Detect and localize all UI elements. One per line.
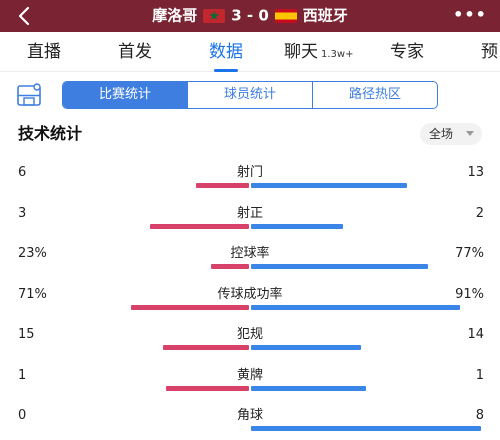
home-team-name: 摩洛哥 <box>152 6 198 25</box>
stats-segment-control: 比赛统计 球员统计 路径热区 <box>62 81 438 109</box>
home-stat-value: 23% <box>18 246 47 261</box>
home-stat-bar <box>131 305 249 310</box>
away-stat-value: 13 <box>467 165 484 180</box>
tab-live[interactable]: 直播 <box>27 42 61 62</box>
stat-label: 射正 <box>236 206 263 221</box>
away-stat-value: 77% <box>455 246 484 261</box>
stat-row: 71% 传球成功率 91% <box>0 286 500 326</box>
home-stat-bar <box>163 345 249 350</box>
home-stat-value: 71% <box>18 287 47 302</box>
away-stat-bar <box>251 224 343 229</box>
away-stat-bar <box>251 264 428 269</box>
home-stat-value: 1 <box>18 368 27 383</box>
away-stat-bar <box>251 183 407 188</box>
scope-dropdown[interactable]: 全场 <box>420 123 482 145</box>
segment-player-stats[interactable]: 球员统计 <box>187 82 312 108</box>
tab-lineup[interactable]: 首发 <box>118 42 152 62</box>
match-title: 摩洛哥 3 - 0 西班牙 <box>0 4 500 27</box>
stat-row: 15 犯规 14 <box>0 326 500 366</box>
chat-count-badge: 1.3w+ <box>321 49 354 60</box>
away-stat-value: 91% <box>455 287 484 302</box>
match-score: 3 - 0 <box>231 6 269 25</box>
chevron-down-icon <box>466 131 474 136</box>
away-stat-value: 14 <box>467 327 484 342</box>
stat-row: 1 黄牌 1 <box>0 367 500 407</box>
stat-label: 犯规 <box>236 327 263 342</box>
stat-label: 射门 <box>236 165 263 180</box>
away-stat-bar <box>251 386 366 391</box>
tab-experts[interactable]: 专家 <box>390 42 424 62</box>
stat-label: 黄牌 <box>236 368 263 383</box>
home-stat-bar <box>196 183 249 188</box>
tab-bar: 直播 首发 数据 聊天 1.3w+ 专家 预 <box>0 32 500 72</box>
segment-heat-map[interactable]: 路径热区 <box>312 82 437 108</box>
stat-row: 3 射正 2 <box>0 205 500 245</box>
home-stat-value: 0 <box>18 408 27 423</box>
stat-row: 6 射门 13 <box>0 164 500 204</box>
home-stat-value: 3 <box>18 206 27 221</box>
home-stat-bar <box>150 224 249 229</box>
pitch-layout-icon[interactable] <box>16 82 44 108</box>
away-stat-bar <box>251 426 481 431</box>
home-stat-bar <box>211 264 249 269</box>
segment-match-stats[interactable]: 比赛统计 <box>63 82 187 108</box>
back-arrow-icon[interactable] <box>14 5 36 27</box>
away-stat-value: 1 <box>475 368 484 383</box>
tab-chat[interactable]: 聊天 1.3w+ <box>284 42 354 62</box>
home-stat-value: 6 <box>18 165 27 180</box>
home-stat-value: 15 <box>18 327 35 342</box>
away-stat-bar <box>251 345 361 350</box>
more-options-icon[interactable]: ••• <box>453 5 487 24</box>
stat-row: 0 角球 8 <box>0 407 500 440</box>
section-title: 技术统计 <box>18 124 83 143</box>
stat-label: 控球率 <box>230 246 270 261</box>
away-stat-value: 2 <box>475 206 484 221</box>
away-team-name: 西班牙 <box>302 6 348 25</box>
spain-flag-icon <box>274 8 297 23</box>
stat-label: 传球成功率 <box>217 287 283 302</box>
tab-stats[interactable]: 数据 <box>209 42 243 62</box>
morocco-flag-icon <box>203 8 226 23</box>
active-tab-indicator <box>214 69 238 72</box>
match-header: 摩洛哥 3 - 0 西班牙 ••• <box>0 0 500 32</box>
stat-label: 角球 <box>236 408 263 423</box>
tab-preview[interactable]: 预 <box>481 42 498 62</box>
away-stat-value: 8 <box>475 408 484 423</box>
away-stat-bar <box>251 305 460 310</box>
home-stat-bar <box>166 386 249 391</box>
scope-value: 全场 <box>429 127 454 141</box>
stat-row: 23% 控球率 77% <box>0 245 500 285</box>
stats-filter-row: 比赛统计 球员统计 路径热区 <box>0 78 500 112</box>
